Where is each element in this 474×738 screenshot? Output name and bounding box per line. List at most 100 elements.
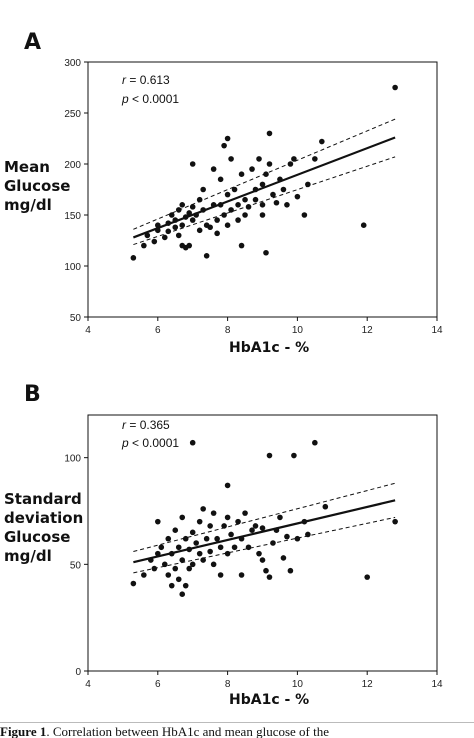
caption-figure-label: Figure 1 — [0, 726, 47, 738]
panel-b-data-point — [312, 439, 318, 446]
panel-a-data-point — [221, 142, 227, 149]
panel-b-data-point — [238, 572, 245, 578]
panel-a-data-point — [263, 171, 269, 177]
figure-caption: Figure 1. Correlation between HbA1c and … — [0, 726, 474, 738]
panel-a-data-point — [319, 138, 325, 145]
panel-a-x-tick-label: 4 — [85, 325, 91, 336]
panel-b-data-point — [238, 535, 245, 542]
panel-a-data-point — [238, 171, 245, 177]
panel-b-y-tick-label: 100 — [64, 454, 81, 465]
panel-b-x-tick-label: 8 — [225, 679, 231, 690]
panel-a-data-point — [291, 156, 297, 162]
panel-b-letter: B — [24, 382, 41, 407]
panel-a-data-point — [224, 191, 231, 198]
panel-b-data-point — [172, 527, 179, 533]
panel-a-data-point — [189, 217, 196, 223]
panel-a-data-point — [182, 214, 189, 220]
panel-a-y-tick-label: 300 — [64, 58, 81, 69]
panel-a-data-point — [214, 217, 220, 223]
panel-b-data-point — [392, 518, 398, 525]
panel-b-data-point — [235, 518, 241, 525]
panel-b-data-point — [186, 546, 193, 553]
panel-b-data-point — [168, 582, 175, 589]
panel-a-data-point — [165, 220, 172, 226]
panel-a-data-point — [217, 202, 224, 208]
panel-b-data-point — [148, 557, 154, 563]
panel-b-data-point — [249, 527, 255, 533]
panel-b-data-point — [291, 452, 297, 459]
panel-b-y-tick-label: 0 — [75, 667, 81, 678]
panel-b-data-point — [207, 548, 213, 555]
panel-b-data-point — [256, 550, 262, 557]
panel-b-data-point — [242, 510, 248, 516]
panel-a-x-tick-label: 14 — [431, 325, 443, 336]
panel-b-data-point — [266, 452, 273, 459]
panel-a-scatter-plot: r = 0.613 p < 0.0001 4 6 8 10 12 14 50 100 150 20… — [64, 58, 443, 336]
panel-b-data-point — [322, 503, 329, 510]
panel-b-data-point — [221, 523, 227, 529]
panel-a-data-point — [249, 166, 255, 172]
panel-a-data-point — [214, 230, 220, 237]
panel-b-data-point — [130, 580, 137, 587]
panel-a-ylabel-line: mg/dl — [4, 196, 52, 214]
panel-b-x-axis-label: HbA1c - % — [229, 692, 310, 708]
panel-b-data-point — [203, 535, 210, 542]
panel-b-ci-lower-line — [133, 516, 396, 574]
panel-b-data-point — [172, 565, 179, 572]
panel-a-data-point — [231, 186, 238, 193]
panel-b-y-axis-label: Standard deviation Glucose mg/dl — [4, 490, 83, 566]
panel-a-data-point — [266, 161, 273, 167]
panel-a-data-point — [186, 210, 193, 216]
panel-b-data-point — [217, 544, 224, 551]
panel-a-data-point — [252, 186, 259, 193]
panel-a-data-point — [179, 202, 186, 208]
panel-a-data-point — [280, 186, 287, 193]
panel-a-data-point — [144, 232, 151, 239]
panel-a-data-point — [141, 242, 147, 249]
panel-a-data-point — [235, 202, 241, 208]
panel-b-ci-upper-line — [133, 482, 396, 553]
panel-b-data-point — [263, 567, 269, 574]
panel-b-data-point — [165, 572, 172, 578]
panel-a-data-point — [175, 207, 182, 213]
panel-a-data-point — [155, 227, 161, 234]
panel-a-data-point — [284, 202, 290, 208]
panel-b-data-point — [224, 514, 231, 521]
panel-a-data-point — [168, 212, 175, 218]
panel-b-p-stat: p < 0.0001 — [121, 436, 179, 450]
panel-b-data-point — [266, 574, 273, 580]
panel-a-data-point — [161, 234, 168, 241]
panel-b-data-point — [210, 510, 217, 516]
caption-text: . Correlation between HbA1c and mean glu… — [46, 726, 329, 738]
panel-b-data-point — [193, 540, 199, 546]
panel-b-data-point — [301, 518, 308, 525]
panel-a-y-tick-label: 100 — [64, 262, 81, 273]
panel-b-data-point — [214, 535, 220, 542]
panel-a-data-point — [312, 156, 318, 162]
panel-a-data-point — [256, 156, 262, 162]
panel-b-ylabel-line: Standard — [4, 490, 82, 508]
panel-a-data-point — [200, 186, 206, 193]
panel-b-data-point — [151, 565, 158, 572]
panel-a-data-point — [305, 181, 311, 188]
panel-b-data-point — [224, 482, 231, 489]
panel-b-data-point — [182, 582, 189, 589]
panel-b-data-point — [364, 574, 371, 580]
panel-b-data-point — [179, 514, 186, 521]
panel-b-data-point — [189, 561, 196, 568]
panel-a-data-point — [273, 199, 280, 206]
panel-b-x-tick-label: 6 — [155, 679, 161, 690]
panel-a-data-point — [228, 207, 234, 213]
panel-b-data-point — [284, 533, 290, 540]
panel-b-data-point — [155, 550, 161, 557]
panel-b-data-point — [231, 544, 238, 551]
panel-b-data-point — [287, 567, 294, 574]
panel-a-y-tick-label: 200 — [64, 160, 81, 171]
panel-a-data-point — [238, 242, 245, 249]
panel-b-x-tick-label: 4 — [85, 679, 91, 690]
panel-a-plot-frame — [87, 61, 438, 318]
panel-a-x-tick-label: 6 — [155, 325, 161, 336]
panel-a-data-point — [207, 224, 213, 231]
panel-a-data-point — [252, 196, 259, 203]
panel-a-p-stat: p < 0.0001 — [121, 92, 179, 106]
